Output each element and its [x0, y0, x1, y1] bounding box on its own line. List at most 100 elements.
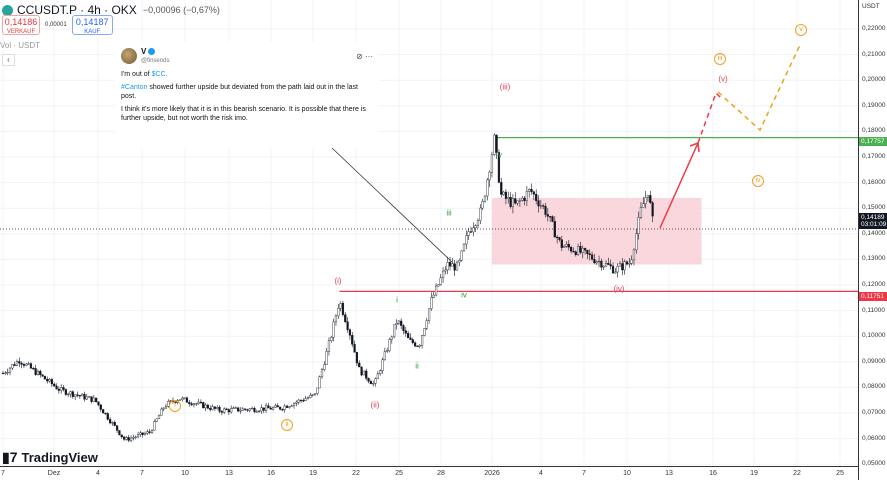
candle — [588, 253, 591, 256]
candle — [479, 207, 482, 221]
candle — [234, 407, 237, 409]
y-axis[interactable]: USDT 0,22000 0,21000 0,20000 0,19000 0,18000… — [858, 0, 887, 480]
candle — [62, 387, 65, 390]
y-tick-label: 0,15000 — [862, 204, 886, 212]
candle — [255, 411, 258, 413]
x-tick-label: 7 — [582, 470, 586, 477]
candle — [285, 405, 289, 408]
candle — [155, 418, 158, 422]
candle — [178, 399, 182, 401]
candle — [227, 409, 230, 413]
candle — [55, 385, 58, 390]
candle — [474, 225, 477, 229]
wave-label-red[interactable]: (iii) — [499, 82, 511, 92]
candle — [206, 404, 209, 409]
wave-label-orange[interactable]: ii — [281, 419, 293, 431]
cashtag-link[interactable]: $CC — [151, 71, 166, 78]
candle — [95, 397, 98, 402]
wave-label-green[interactable]: ii — [415, 361, 419, 371]
candle — [618, 263, 622, 267]
wave-label-red[interactable]: (ii) — [370, 400, 380, 410]
wave-label-green[interactable]: v — [498, 150, 502, 160]
grok-icon[interactable]: ⊘ — [356, 51, 363, 61]
candle — [532, 191, 535, 195]
candle — [469, 231, 473, 233]
tradingview-logo[interactable]: ▮7 TradingView — [2, 449, 98, 466]
candle — [437, 284, 440, 287]
volume-indicator-label[interactable]: Vol · USDT — [0, 41, 41, 50]
candle — [274, 405, 277, 408]
candle — [444, 269, 447, 272]
candle — [528, 189, 531, 192]
candle — [595, 261, 598, 264]
y-tick-label: 0,13000 — [862, 255, 886, 263]
candle — [483, 195, 487, 202]
candle — [69, 391, 72, 395]
candle — [397, 320, 400, 324]
wave-label-red[interactable]: (v) — [718, 74, 728, 84]
candle — [481, 201, 484, 209]
candle — [460, 250, 463, 261]
x-tick-label: 13 — [225, 470, 233, 477]
candle — [330, 336, 333, 342]
candle — [390, 336, 393, 340]
candle — [267, 405, 270, 409]
candle — [360, 366, 363, 376]
candle — [388, 339, 391, 351]
candle — [507, 197, 510, 199]
wave-label-orange[interactable]: iii — [714, 53, 726, 65]
candle — [262, 407, 265, 411]
wave-label-orange[interactable]: i — [169, 400, 181, 412]
candle — [537, 200, 540, 207]
candle — [511, 198, 515, 207]
verified-icon — [148, 48, 156, 56]
candle — [248, 408, 251, 411]
candle — [185, 397, 189, 403]
wave-label-green[interactable]: iii — [446, 208, 452, 218]
candle — [160, 408, 163, 416]
candle — [199, 401, 203, 404]
wave-label-orange[interactable]: iv — [752, 175, 764, 187]
hashtag-link[interactable]: #Canton — [121, 84, 148, 91]
price-chart[interactable] — [0, 0, 858, 466]
collapse-legend-button[interactable]: ‹ — [2, 54, 15, 66]
candle — [327, 340, 331, 352]
tweet-line-3: I think it's more likely that it is in t… — [121, 106, 366, 122]
wave-label-red[interactable]: (iv) — [613, 284, 625, 294]
x-tick-label: 4 — [96, 470, 100, 477]
x-tick-label: 16 — [267, 470, 275, 477]
candle — [421, 335, 424, 346]
y-tick-label: 0,14000 — [862, 229, 886, 237]
wave-label-red[interactable]: (i) — [334, 276, 342, 286]
candle — [583, 248, 587, 251]
candle — [204, 404, 207, 409]
candle — [586, 249, 589, 254]
candle — [339, 302, 342, 309]
candle — [74, 394, 77, 397]
wave-label-green[interactable]: i — [396, 295, 398, 305]
candle — [15, 361, 19, 366]
candle — [60, 387, 63, 391]
spread: 0,00001 — [45, 22, 67, 28]
y-tick-label: 0,07000 — [862, 409, 886, 416]
candle — [139, 432, 142, 435]
x-tick-label: Dez — [47, 470, 61, 477]
candle — [283, 405, 286, 410]
candle — [246, 409, 249, 411]
symbol-title[interactable]: CCUSDT.P · 4h · OKX — [17, 3, 137, 17]
candle — [309, 394, 312, 398]
buy-button[interactable]: 0,14187 KAUF — [71, 15, 113, 35]
candle — [637, 217, 640, 234]
candle — [122, 436, 126, 440]
candle — [337, 307, 340, 317]
sell-button[interactable]: 0,14186 VERKAUF — [2, 15, 40, 35]
wave-label-orange[interactable]: v — [795, 24, 807, 36]
more-icon[interactable]: ··· — [365, 51, 373, 61]
wave-label-green[interactable]: iv — [461, 290, 467, 300]
candle — [374, 378, 377, 384]
candle — [76, 394, 79, 396]
candle — [523, 197, 526, 201]
candle — [395, 323, 398, 325]
candle — [383, 351, 386, 360]
candle — [18, 361, 21, 364]
